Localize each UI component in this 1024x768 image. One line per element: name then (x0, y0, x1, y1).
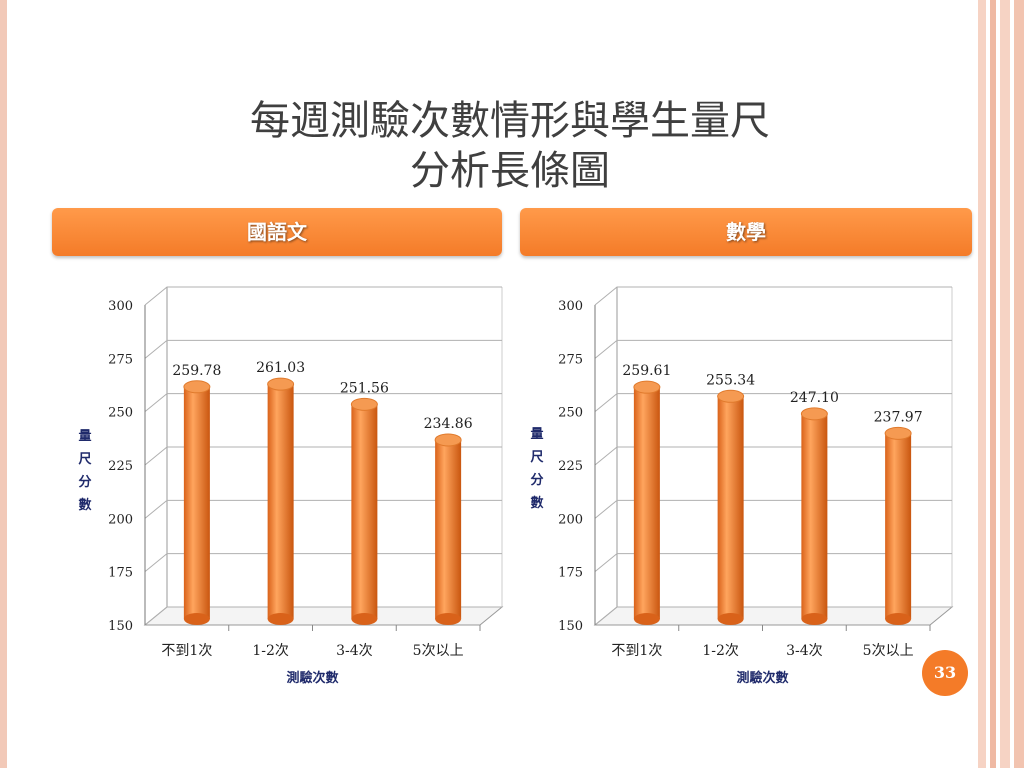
gridline (144, 606, 502, 626)
y-tick-label: 175 (108, 566, 133, 581)
gridline (144, 499, 502, 519)
gridline (594, 499, 952, 519)
gridline (144, 393, 502, 413)
bar-value-label: 251.56 (340, 380, 389, 396)
gridline (144, 286, 502, 306)
chart-header-math: 數學 (520, 208, 972, 256)
x-category-label: 5次以上 (413, 643, 464, 659)
y-tick-label: 200 (108, 512, 133, 527)
bar (884, 426, 912, 625)
x-category-label: 5次以上 (863, 643, 914, 659)
chart-svg: 150 175 200 225 250 275 300 259.78 不到1次 261.03 1-2… (108, 286, 504, 686)
right-stripes (978, 0, 1024, 768)
bar-value-label: 259.61 (622, 363, 671, 379)
bar (350, 397, 378, 625)
y-tick-label: 150 (558, 619, 583, 634)
gridline (594, 339, 952, 359)
bar (267, 377, 295, 625)
bar-value-label: 237.97 (874, 409, 923, 425)
x-category-label: 3-4次 (786, 643, 823, 659)
y-tick-label: 275 (558, 352, 583, 367)
y-tick-label: 300 (558, 299, 583, 314)
gridline (594, 446, 952, 466)
x-category-label: 不到1次 (611, 643, 662, 659)
slide-title-line1: 每週測驗次數情形與學生量尺 (250, 98, 770, 144)
x-axis-label: 測驗次數 (736, 670, 788, 686)
bar (717, 389, 745, 625)
bar-value-label: 261.03 (256, 360, 305, 376)
bar (633, 380, 661, 625)
x-category-label: 不到1次 (161, 643, 212, 659)
x-category-label: 1-2次 (702, 643, 739, 659)
y-tick-label: 150 (108, 619, 133, 634)
bar-value-label: 234.86 (424, 416, 473, 432)
gridline (144, 446, 502, 466)
bar (434, 433, 462, 625)
y-tick-label: 225 (558, 459, 583, 474)
y-tick-label: 200 (558, 512, 583, 527)
bar-value-label: 247.10 (790, 390, 839, 406)
y-tick-label: 300 (108, 299, 133, 314)
gridline (144, 339, 502, 359)
y-axis-label: 量尺分數 (78, 429, 92, 513)
x-category-label: 1-2次 (252, 643, 289, 659)
page-number-badge: 33 (922, 650, 968, 696)
left-border (0, 0, 7, 768)
slide-title-line2: 分析長條圖 (410, 148, 610, 194)
y-tick-label: 225 (108, 459, 133, 474)
gridline (594, 553, 952, 573)
chart-svg: 150 175 200 225 250 275 300 259.61 不到1次 255.34 1-2… (558, 286, 954, 686)
chart-header-chinese: 國語文 (52, 208, 502, 256)
slide-title: 每週測驗次數情形與學生量尺 分析長條圖 (120, 96, 900, 196)
y-tick-label: 250 (558, 406, 583, 421)
bar-value-label: 255.34 (706, 372, 755, 388)
bar-value-label: 259.78 (172, 363, 221, 379)
chart-math: 150 175 200 225 250 275 300 259.61 不到1次 255.34 1-2… (510, 275, 980, 695)
gridline (594, 393, 952, 413)
bar (183, 380, 211, 625)
x-axis-label: 測驗次數 (286, 670, 338, 686)
y-axis-label: 量尺分數 (530, 427, 544, 511)
y-tick-label: 250 (108, 406, 133, 421)
y-tick-label: 275 (108, 352, 133, 367)
y-tick-label: 175 (558, 566, 583, 581)
gridline (594, 286, 952, 306)
gridline (144, 553, 502, 573)
chart-chinese: 150 175 200 225 250 275 300 259.78 不到1次 261.03 1-2… (60, 275, 530, 695)
bar (800, 407, 828, 625)
gridline (594, 606, 952, 626)
x-category-label: 3-4次 (336, 643, 373, 659)
